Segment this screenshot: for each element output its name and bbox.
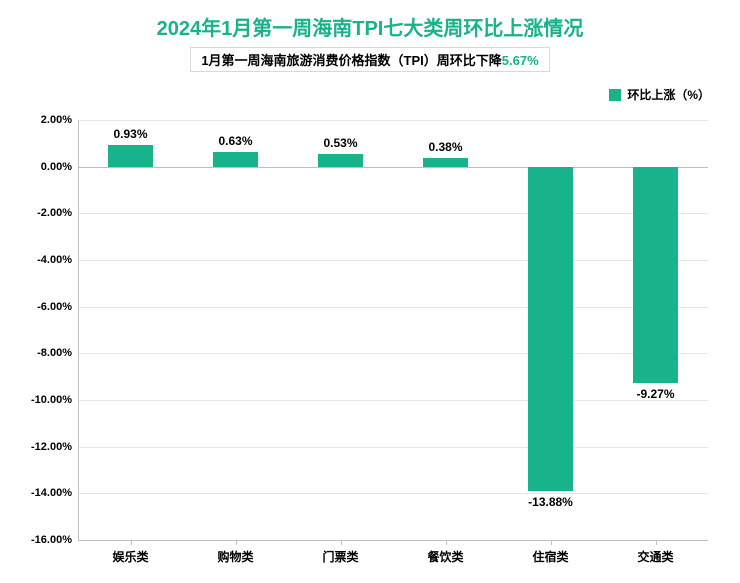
x-axis-label: 餐饮类 <box>427 540 463 565</box>
chart-container: 2024年1月第一周海南TPI七大类周环比上涨情况 1月第一周海南旅游消费价格指… <box>0 0 740 583</box>
y-axis-tick: -8.00% <box>37 347 78 359</box>
x-axis-line <box>78 167 708 168</box>
bar-value-label: 0.38% <box>428 140 462 154</box>
x-axis-label: 交通类 <box>637 540 673 565</box>
bar <box>528 167 572 491</box>
bar-value-label: 0.63% <box>218 134 252 148</box>
legend: 环比上涨（%） <box>609 86 710 103</box>
bar-value-label: -13.88% <box>528 495 573 509</box>
bar <box>633 167 677 383</box>
subtitle-value: 5.67% <box>502 53 539 68</box>
y-axis-tick: -4.00% <box>37 254 78 266</box>
subtitle-wrap: 1月第一周海南旅游消费价格指数（TPI）周环比下降5.67% <box>18 47 722 72</box>
chart-title: 2024年1月第一周海南TPI七大类周环比上涨情况 <box>18 12 722 41</box>
plot-area: 2.00%0.00%-2.00%-4.00%-6.00%-8.00%-10.00… <box>78 120 708 540</box>
bar <box>108 145 152 167</box>
grid-line <box>78 213 708 214</box>
bar <box>423 158 467 167</box>
y-axis-tick: -14.00% <box>31 487 78 499</box>
y-axis-tick: 2.00% <box>41 114 78 126</box>
bar <box>318 154 362 166</box>
legend-swatch <box>609 89 621 101</box>
y-axis-tick: -2.00% <box>37 207 78 219</box>
grid-line <box>78 120 708 121</box>
bottom-axis-line <box>78 540 708 541</box>
grid-line <box>78 400 708 401</box>
y-axis-tick: -16.00% <box>31 534 78 546</box>
grid-line <box>78 493 708 494</box>
bar-value-label: -9.27% <box>636 387 674 401</box>
y-axis-tick: 0.00% <box>41 161 78 173</box>
x-axis-label: 购物类 <box>217 540 253 565</box>
y-axis-line <box>78 120 79 540</box>
bar-value-label: 0.93% <box>113 127 147 141</box>
grid-line <box>78 353 708 354</box>
bar <box>213 152 257 167</box>
y-axis-tick: -6.00% <box>37 301 78 313</box>
x-axis-label: 住宿类 <box>532 540 568 565</box>
grid-line <box>78 307 708 308</box>
chart-subtitle: 1月第一周海南旅游消费价格指数（TPI）周环比下降5.67% <box>190 47 549 72</box>
grid-line <box>78 447 708 448</box>
y-axis-tick: -10.00% <box>31 394 78 406</box>
bar-value-label: 0.53% <box>323 136 357 150</box>
subtitle-text: 1月第一周海南旅游消费价格指数（TPI）周环比下降 <box>201 53 501 68</box>
grid-line <box>78 260 708 261</box>
x-axis-label: 娱乐类 <box>112 540 148 565</box>
y-axis-tick: -12.00% <box>31 441 78 453</box>
legend-label: 环比上涨（%） <box>627 86 710 103</box>
x-axis-label: 门票类 <box>322 540 358 565</box>
